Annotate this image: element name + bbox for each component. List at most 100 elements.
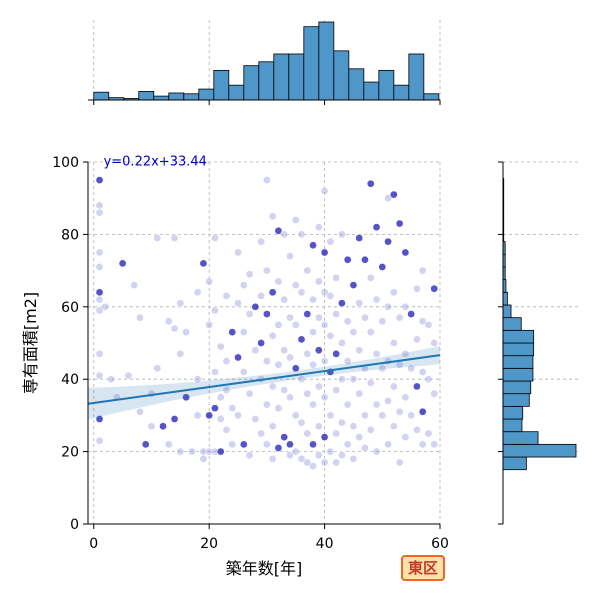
scatter-point — [297, 230, 306, 239]
scatter-point — [147, 422, 156, 431]
scatter-point — [355, 389, 364, 398]
scatter-point — [297, 454, 306, 463]
scatter-point — [384, 302, 392, 311]
scatter-point — [193, 375, 202, 384]
scatter-point — [418, 317, 427, 326]
scatter-point — [372, 447, 381, 456]
scatter-point — [216, 393, 225, 402]
scatter-point — [297, 335, 306, 344]
y-tick-label: 20 — [61, 445, 79, 461]
scatter-point — [141, 440, 150, 449]
scatter-point — [332, 458, 340, 467]
scatter-point — [407, 310, 415, 318]
scatter-point — [199, 454, 208, 463]
scatter-point — [343, 317, 352, 326]
scatter-point — [413, 382, 421, 391]
scatter-point — [378, 364, 387, 373]
scatter-point — [153, 364, 162, 373]
scatter-point — [401, 248, 410, 257]
scatter-point — [361, 444, 369, 452]
scatter-point — [245, 310, 254, 318]
scatter-point — [297, 288, 306, 297]
x-tick-label: 60 — [431, 536, 449, 552]
top-hist-bar — [273, 53, 290, 101]
scatter-point — [338, 299, 346, 308]
scatter-point — [413, 284, 421, 293]
scatter-point — [343, 255, 352, 264]
right-hist-bar — [502, 405, 524, 420]
scatter-point — [372, 400, 381, 409]
scatter-point — [332, 273, 340, 282]
scatter-plot: y=0.22x+33.44 0 20 40 60 80 100 0 20 40 60 築年数[年] 専有… — [21, 154, 449, 578]
scatter-point — [389, 339, 398, 347]
scatter-point — [303, 458, 312, 467]
scatter-point — [309, 328, 317, 336]
y-tick-label: 60 — [61, 300, 79, 316]
scatter-point — [234, 353, 242, 362]
scatter-point — [291, 216, 300, 224]
scatter-point — [314, 313, 323, 322]
scatter-point — [245, 451, 254, 460]
scatter-point — [332, 386, 340, 394]
scatter-point — [170, 415, 179, 423]
scatter-point — [418, 266, 427, 275]
scatter-point — [257, 429, 265, 438]
scatter-point — [349, 328, 358, 336]
scatter-point — [280, 433, 289, 441]
right-hist-bar — [502, 304, 512, 319]
scatter-point — [95, 263, 104, 271]
scatter-point — [395, 407, 404, 416]
scatter-point — [343, 440, 352, 449]
scatter-point — [199, 259, 208, 268]
scatter-point — [332, 429, 340, 438]
scatter-point — [366, 179, 375, 188]
scatter-point — [263, 400, 271, 409]
y-tick-label: 100 — [52, 155, 79, 171]
scatter-point — [395, 458, 404, 467]
scatter-point — [95, 201, 104, 210]
scatter-point — [384, 397, 392, 405]
scatter-point — [216, 342, 225, 351]
scatter-point — [239, 328, 248, 336]
scatter-point — [384, 194, 392, 203]
scatter-point — [343, 400, 352, 409]
scatter-point — [366, 328, 375, 336]
scatter-point — [228, 440, 237, 449]
top-hist-bar — [408, 53, 425, 101]
scatter-point — [222, 426, 231, 434]
scatter-point — [430, 284, 439, 293]
scatter-point — [257, 339, 265, 347]
scatter-point — [326, 411, 335, 420]
scatter-point — [309, 295, 317, 304]
scatter-point — [205, 277, 214, 286]
right-hist-bar — [502, 355, 534, 369]
regression-confidence-band — [88, 345, 440, 420]
scatter-point — [326, 447, 335, 456]
scatter-point — [320, 321, 329, 329]
scatter-point — [222, 357, 231, 365]
scatter-point — [291, 281, 300, 289]
scatter-point — [268, 454, 277, 463]
scatter-point — [320, 357, 329, 365]
scatter-point — [372, 350, 381, 358]
scatter-point — [361, 255, 369, 264]
scatter-point — [268, 212, 277, 221]
scatter-point — [95, 288, 104, 297]
scatter-point — [355, 234, 364, 242]
scatter-point — [378, 411, 387, 420]
scatter-point — [280, 295, 289, 304]
scatter-point — [286, 252, 294, 260]
scatter-point — [211, 404, 219, 413]
scatter-point — [286, 353, 294, 362]
top-hist-bar — [183, 93, 200, 101]
top-hist-bar — [303, 26, 320, 101]
scatter-point — [418, 407, 427, 416]
scatter-point — [314, 346, 323, 355]
scatter-point — [314, 451, 323, 460]
scatter-point — [355, 433, 364, 441]
scatter-point — [95, 176, 104, 184]
scatter-point — [280, 386, 289, 394]
scatter-point — [418, 368, 427, 376]
scatter-point — [401, 302, 410, 311]
x-tick-label: 20 — [200, 536, 218, 552]
